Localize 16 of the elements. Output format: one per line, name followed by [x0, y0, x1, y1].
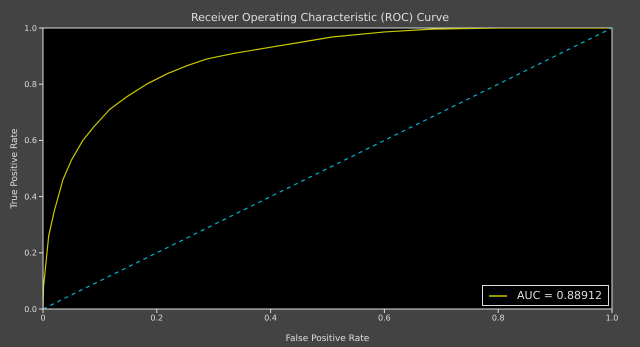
chart-title: Receiver Operating Characteristic (ROC) Curve	[190, 11, 450, 24]
x-tick-label: 0.2	[150, 314, 164, 323]
x-tick-label: 1.0	[606, 314, 618, 323]
x-axis-title: False Positive Rate	[286, 334, 370, 344]
x-tick-label: 0.8	[492, 314, 505, 323]
y-tick-label: 0.8	[24, 80, 37, 90]
y-tick-label: 0.2	[24, 248, 37, 258]
y-axis-title: True Positive Rate	[10, 128, 20, 210]
legend-label: AUC = 0.88912	[517, 289, 602, 302]
y-tick-label: 0.6	[24, 136, 37, 146]
x-tick-label: 0.6	[378, 314, 391, 323]
x-tick-label: 0.4	[264, 314, 277, 323]
y-tick-label: 1.0	[24, 24, 37, 33]
y-tick-label: 0.4	[24, 192, 37, 202]
x-tick-label: 0	[40, 314, 46, 323]
y-tick-label: 0.0	[24, 304, 37, 314]
